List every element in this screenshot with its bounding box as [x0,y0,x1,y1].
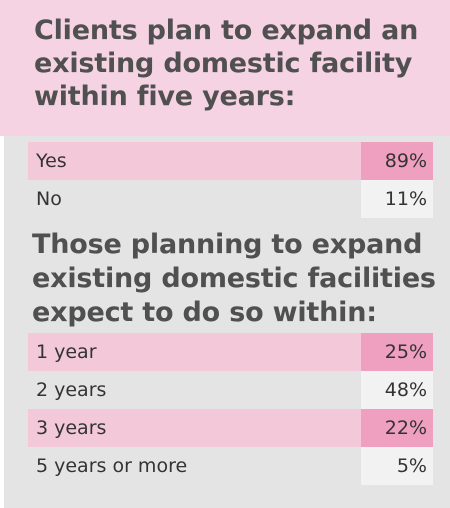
table-row: 1 year 25% [28,333,433,371]
row-label: 2 years [36,379,107,401]
row-label: 3 years [36,417,107,439]
row-label: 5 years or more [36,455,188,477]
row-value: 48% [361,371,433,409]
row-value: 11% [361,180,433,218]
table-row: 2 years 48% [28,371,433,409]
section2-title: Those planning to expand existing domest… [32,229,436,328]
section1-title: Clients plan to expand an existing domes… [34,15,419,112]
header-banner: Clients plan to expand an existing domes… [0,0,450,136]
table-row: No 11% [28,180,433,218]
table-row: Yes 89% [28,142,433,180]
row-value: 89% [361,142,433,180]
row-label: Yes [36,150,67,172]
row-value: 5% [361,447,433,485]
row-value: 25% [361,333,433,371]
row-label: 1 year [36,341,97,363]
row-value: 22% [361,409,433,447]
row-label: No [36,188,62,210]
table-row: 5 years or more 5% [28,447,433,485]
table-row: 3 years 22% [28,409,433,447]
